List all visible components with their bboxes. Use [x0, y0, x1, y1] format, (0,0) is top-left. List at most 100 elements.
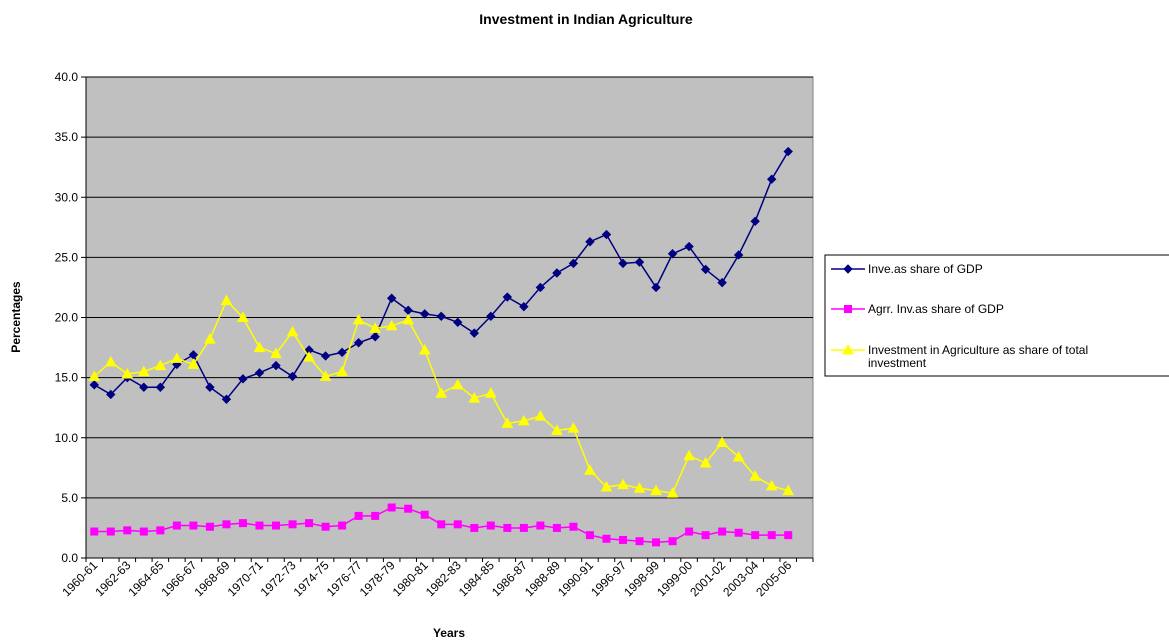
data-point	[271, 360, 281, 371]
data-point	[767, 531, 776, 540]
data-point	[600, 481, 613, 492]
data-point	[503, 523, 512, 532]
legend-box	[824, 254, 1169, 377]
data-point	[305, 519, 314, 528]
data-point	[171, 352, 183, 363]
y-axis-title: Percentages	[9, 281, 23, 353]
data-point	[338, 521, 347, 530]
data-point	[154, 359, 167, 371]
x-tick-label: 1978-79	[357, 558, 398, 599]
data-point	[354, 511, 363, 520]
data-point	[486, 311, 496, 322]
data-point	[468, 392, 481, 403]
data-point	[172, 521, 181, 530]
y-tick-label: 30.0	[55, 190, 79, 204]
series-3	[88, 294, 795, 498]
data-point	[238, 519, 247, 528]
data-point	[650, 484, 662, 496]
data-point	[782, 484, 795, 496]
data-point	[386, 293, 397, 303]
legend-marker	[842, 343, 854, 355]
data-point	[519, 301, 529, 312]
data-point	[237, 311, 249, 322]
data-point	[535, 282, 546, 293]
data-point	[668, 537, 677, 546]
data-point	[303, 351, 315, 362]
data-point	[337, 347, 347, 358]
data-point	[451, 378, 464, 390]
data-point	[749, 470, 762, 481]
data-point	[783, 146, 793, 157]
x-tick-label: 1976-77	[324, 558, 365, 599]
data-point	[353, 338, 364, 348]
data-point	[287, 371, 298, 382]
x-tick-label: 2001-02	[687, 558, 728, 599]
x-tick-label: 1990-91	[555, 558, 596, 599]
data-point	[205, 382, 215, 392]
data-point	[156, 526, 165, 535]
x-tick-label: 1966-67	[158, 558, 199, 599]
data-point	[418, 343, 431, 355]
data-point	[106, 527, 115, 536]
data-point	[552, 268, 562, 278]
data-point	[435, 387, 448, 398]
legend-entry-2: Agrr. Inv.as share of GDP	[831, 302, 1004, 316]
x-tick-label: 1962-63	[92, 558, 133, 599]
data-point	[667, 249, 678, 259]
data-point	[701, 531, 710, 540]
data-point	[585, 531, 594, 540]
data-point	[633, 482, 646, 493]
chart-title: Investment in Indian Agriculture	[479, 11, 693, 27]
x-tick-label: 1974-75	[291, 558, 332, 599]
data-point	[685, 527, 694, 536]
x-tick-label: 1988-89	[522, 558, 563, 599]
y-tick-label: 40.0	[55, 70, 79, 84]
data-point	[205, 522, 214, 531]
data-point	[602, 534, 611, 543]
data-point	[90, 527, 99, 536]
data-point	[717, 277, 727, 288]
legend: Inve.as share of GDP Agrr. Inv.as share o…	[824, 254, 1169, 377]
x-tick-label: 1998-99	[621, 558, 662, 599]
data-point	[683, 449, 695, 461]
data-point	[734, 528, 743, 537]
y-tick-label: 25.0	[55, 250, 79, 264]
x-tick-label: 1968-69	[192, 558, 233, 599]
data-point	[534, 410, 547, 421]
data-point	[270, 347, 282, 359]
data-point	[352, 313, 365, 325]
legend-marker	[844, 305, 852, 313]
legend-entry-1: Inve.as share of GDP	[831, 262, 983, 276]
data-point	[601, 229, 612, 240]
data-point	[569, 522, 578, 531]
x-axis-title: Years	[433, 626, 465, 640]
legend-label: Agrr. Inv.as share of GDP	[868, 302, 1004, 316]
data-point	[121, 367, 134, 379]
data-point	[567, 422, 580, 433]
data-point	[651, 282, 661, 293]
data-point	[716, 436, 728, 448]
x-tick-label: 1996-97	[588, 558, 629, 599]
data-point	[104, 355, 117, 367]
data-point	[238, 374, 248, 384]
y-tick-label: 15.0	[55, 371, 79, 385]
gridlines	[86, 76, 813, 499]
x-tick-label: 1972-73	[258, 558, 299, 599]
x-tick-label: 1984-85	[456, 558, 497, 599]
data-point	[784, 531, 793, 540]
data-point	[568, 258, 579, 269]
x-tick-label: 2005-06	[753, 558, 794, 599]
x-tick-label: 1970-71	[225, 558, 266, 599]
data-point	[254, 368, 265, 378]
data-point	[106, 389, 116, 400]
data-point	[155, 382, 166, 392]
data-point	[618, 535, 627, 544]
data-point	[519, 523, 528, 532]
data-point	[501, 417, 514, 428]
axes	[81, 76, 814, 562]
legend-entry-3: Investment in Agriculture as share of to…	[831, 343, 1088, 370]
x-tick-labels: 1960-611962-631964-651966-671968-691970-…	[59, 558, 794, 599]
data-point	[536, 521, 545, 530]
data-point	[137, 365, 150, 377]
